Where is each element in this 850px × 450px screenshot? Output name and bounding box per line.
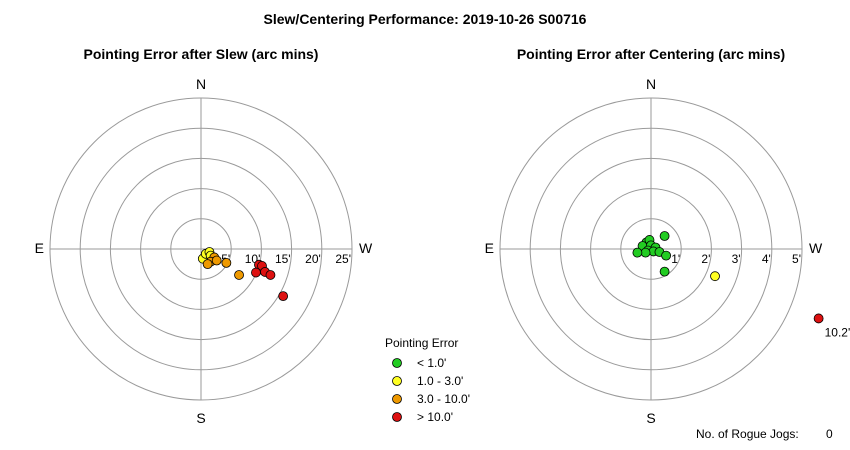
centering-point-10	[632, 247, 643, 258]
slew-point-16	[278, 291, 289, 302]
centering-outlier-label: 10.2'	[825, 325, 850, 339]
centering-ring-label-2: 2'	[701, 252, 710, 266]
slew-point-9	[221, 257, 232, 268]
rogue-jogs-readout: No. of Rogue Jogs: 0	[696, 427, 833, 441]
centering-point-11	[659, 231, 670, 241]
rogue-jogs-label: No. of Rogue Jogs:	[696, 427, 799, 441]
legend-marker-green	[392, 358, 402, 368]
rogue-jogs-value: 0	[826, 427, 833, 441]
slew-ring-label-5: 25'	[335, 252, 351, 266]
centering-error-polar-plot: Pointing Error after Centering (arc mins…	[485, 46, 850, 426]
slew-compass-south: S	[196, 410, 205, 426]
centering-point-14	[710, 271, 720, 282]
centering-ring-label-1: 1'	[671, 252, 680, 266]
legend-label-yellow: 1.0 - 3.0'	[417, 374, 463, 388]
centering-ring-label-3: 3'	[732, 252, 741, 266]
slew-point-7	[202, 259, 213, 270]
slew-point-15	[265, 270, 276, 280]
slew-compass-west: W	[359, 240, 373, 256]
centering-compass-south: S	[646, 410, 655, 426]
legend-label-orange: 3.0 - 10.0'	[417, 392, 470, 406]
slew-ring-label-4: 20'	[305, 252, 321, 266]
legend: Pointing Error < 1.0' 1.0 - 3.0' 3.0 - 10.…	[385, 336, 470, 424]
legend-label-green: < 1.0'	[417, 356, 446, 370]
centering-outlier-point	[813, 313, 824, 324]
slew-point-8	[211, 255, 222, 266]
centering-compass-north: N	[646, 76, 656, 92]
legend-marker-orange	[392, 394, 402, 404]
centering-point-13	[659, 266, 670, 277]
centering-compass-west: W	[809, 240, 823, 256]
centering-ring-label-5: 5'	[792, 252, 801, 266]
slew-point-14	[251, 267, 261, 278]
slew-plot-title: Pointing Error after Slew (arc mins)	[84, 46, 319, 62]
slew-error-polar-plot: Pointing Error after Slew (arc mins) N S E W…	[35, 46, 373, 426]
legend-marker-red	[392, 412, 402, 422]
slew-compass-east: E	[35, 240, 44, 256]
slew-ring-label-3: 15'	[275, 252, 291, 266]
legend-title: Pointing Error	[385, 336, 458, 350]
slew-compass-north: N	[196, 76, 206, 92]
centering-plot-title: Pointing Error after Centering (arc mins…	[517, 46, 785, 62]
figure-title: Slew/Centering Performance: 2019-10-26 S…	[264, 11, 587, 27]
centering-point-9	[640, 247, 651, 258]
legend-label-red: > 10.0'	[417, 410, 453, 424]
centering-point-12	[661, 250, 671, 261]
legend-marker-yellow	[392, 376, 402, 386]
centering-ring-label-4: 4'	[762, 252, 771, 266]
centering-compass-east: E	[485, 240, 494, 256]
slew-point-10	[234, 270, 244, 280]
